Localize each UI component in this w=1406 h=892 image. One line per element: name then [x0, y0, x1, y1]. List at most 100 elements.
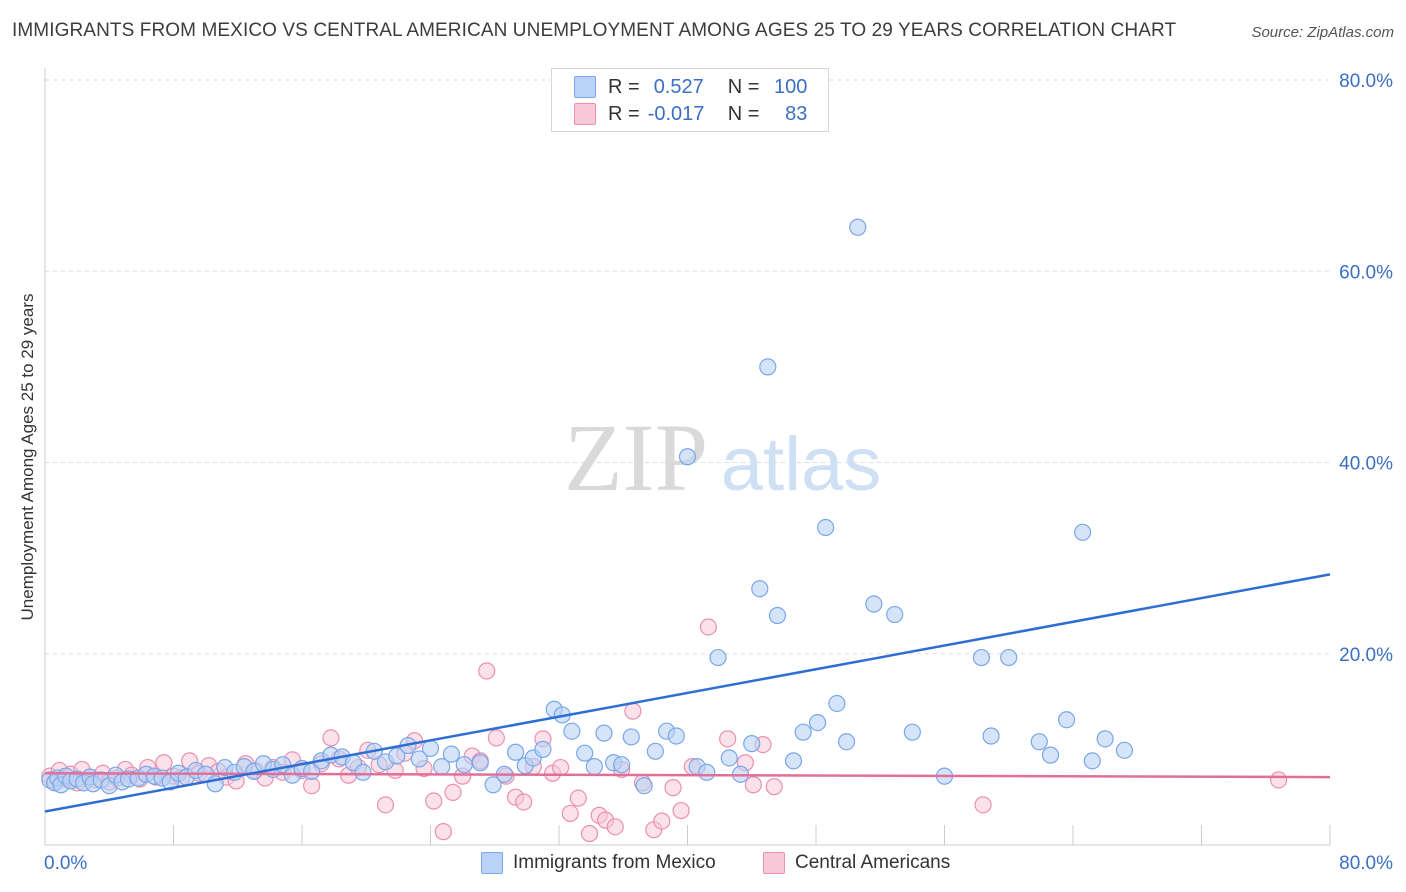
- data-point-immigrants-from-mexico: [613, 756, 631, 774]
- data-point-central-americans: [606, 818, 624, 836]
- data-point-immigrants-from-mexico: [1083, 752, 1101, 770]
- data-point-immigrants-from-mexico: [507, 743, 525, 761]
- y-tick-label: 20.0%: [1339, 645, 1393, 666]
- data-point-immigrants-from-mexico: [534, 740, 552, 758]
- data-point-immigrants-from-mexico: [471, 754, 489, 772]
- data-point-immigrants-from-mexico: [563, 722, 581, 740]
- data-point-central-americans: [744, 776, 762, 794]
- legend-r-value: 0.527: [653, 75, 704, 98]
- bottom-legend-mexico: Immigrants from Mexico: [481, 852, 716, 874]
- data-point-central-americans: [653, 812, 671, 830]
- legend-row-mexico: R = 0.527 N = 100: [574, 75, 807, 99]
- data-point-immigrants-from-mexico: [455, 756, 473, 774]
- data-point-immigrants-from-mexico: [1096, 730, 1114, 748]
- data-point-immigrants-from-mexico: [837, 733, 856, 751]
- data-point-central-americans: [664, 779, 682, 797]
- data-point-immigrants-from-mexico: [903, 723, 921, 741]
- data-point-immigrants-from-mexico: [849, 218, 867, 236]
- data-point-central-americans: [699, 618, 717, 636]
- trend-lines: [44, 573, 1331, 813]
- legend-n-label: N =: [727, 102, 760, 125]
- data-point-central-americans: [580, 824, 599, 843]
- data-point-central-americans: [303, 777, 321, 795]
- data-point-central-americans: [478, 662, 496, 680]
- y-tick-label: 80.0%: [1339, 71, 1393, 92]
- data-point-immigrants-from-mexico: [622, 728, 640, 746]
- data-point-central-americans: [552, 758, 570, 777]
- data-point-immigrants-from-mexico: [576, 744, 594, 762]
- data-point-immigrants-from-mexico: [354, 763, 372, 781]
- data-point-immigrants-from-mexico: [709, 648, 727, 667]
- data-point-immigrants-from-mexico: [865, 595, 883, 613]
- data-point-immigrants-from-mexico: [1115, 741, 1134, 759]
- grid: [45, 79, 1330, 655]
- data-point-immigrants-from-mexico: [1000, 648, 1018, 667]
- legend-swatch-pink: [574, 103, 596, 125]
- bottom-legend-central-americans: Central Americans: [763, 852, 950, 874]
- data-point-central-americans: [1269, 771, 1288, 789]
- data-point-central-americans: [672, 801, 690, 820]
- tick-labels: 20.0% 40.0% 60.0% 80.0% 0.0% 80.0%: [44, 71, 1393, 874]
- legend-n-label: N =: [727, 75, 760, 98]
- legend-swatch-blue: [574, 76, 596, 98]
- source-label: Source: ZipAtlas.com: [1251, 24, 1394, 41]
- data-point-immigrants-from-mexico: [484, 776, 502, 794]
- legend-r-label: R =: [608, 75, 640, 98]
- data-point-central-americans: [376, 796, 395, 814]
- data-point-immigrants-from-mexico: [751, 580, 769, 598]
- bottom-legend-swatch-blue: [481, 852, 503, 874]
- data-point-immigrants-from-mexico: [698, 763, 716, 781]
- data-point-immigrants-from-mexico: [794, 723, 812, 741]
- axes: [44, 68, 1331, 846]
- data-point-immigrants-from-mexico: [1057, 711, 1076, 729]
- legend-r-value: -0.017: [647, 102, 705, 125]
- trend-line-immigrants-from-mexico: [44, 573, 1331, 813]
- x-tick-label: 80.0%: [1339, 853, 1393, 874]
- data-point-central-americans: [425, 792, 443, 810]
- data-point-immigrants-from-mexico: [982, 727, 1000, 745]
- data-point-immigrants-from-mexico: [886, 605, 904, 624]
- data-point-immigrants-from-mexico: [743, 735, 761, 753]
- data-point-central-americans: [515, 793, 533, 811]
- data-point-immigrants-from-mexico: [421, 739, 440, 758]
- data-point-central-americans: [624, 702, 642, 720]
- trend-line-central-americans: [44, 772, 1331, 779]
- data-point-immigrants-from-mexico: [828, 694, 846, 713]
- data-point-central-americans: [719, 730, 737, 748]
- data-point-immigrants-from-mexico: [388, 747, 406, 765]
- data-point-immigrants-from-mexico: [646, 742, 664, 760]
- data-point-central-americans: [444, 783, 462, 802]
- bottom-legend-swatch-pink: [763, 852, 785, 874]
- data-point-immigrants-from-mexico: [410, 750, 428, 768]
- data-point-immigrants-from-mexico: [809, 713, 827, 732]
- data-point-immigrants-from-mexico: [759, 358, 777, 376]
- data-point-immigrants-from-mexico: [678, 448, 697, 466]
- data-point-central-americans: [322, 729, 340, 747]
- legend-n-value: 83: [785, 102, 808, 125]
- data-point-immigrants-from-mexico: [442, 745, 460, 763]
- bottom-legend-label: Central Americans: [795, 852, 951, 873]
- data-point-immigrants-from-mexico: [972, 648, 991, 667]
- data-point-central-americans: [974, 796, 992, 814]
- watermark-atlas: atlas: [721, 422, 882, 507]
- data-point-central-americans: [434, 823, 452, 841]
- legend-n-value: 100: [774, 75, 808, 98]
- y-axis-label: Unemployment Among Ages 25 to 29 years: [18, 293, 37, 621]
- data-point-immigrants-from-mexico: [1074, 523, 1092, 541]
- data-point-immigrants-from-mexico: [595, 724, 613, 742]
- data-point-immigrants-from-mexico: [1041, 746, 1060, 764]
- data-point-central-americans: [561, 804, 579, 823]
- data-point-immigrants-from-mexico: [667, 727, 685, 745]
- legend-row-central-americans: R = -0.017 N = 83: [574, 102, 807, 126]
- data-point-immigrants-from-mexico: [768, 606, 787, 625]
- data-point-central-americans: [765, 778, 783, 796]
- bottom-legend-label: Immigrants from Mexico: [513, 852, 716, 873]
- y-tick-label: 60.0%: [1339, 262, 1393, 283]
- data-point-immigrants-from-mexico: [784, 752, 803, 770]
- data-point-central-americans: [487, 729, 505, 747]
- data-point-immigrants-from-mexico: [817, 518, 835, 537]
- data-point-immigrants-from-mexico: [585, 757, 603, 776]
- data-point-immigrants-from-mexico: [1030, 733, 1048, 751]
- watermark: ZIP atlas: [564, 404, 881, 511]
